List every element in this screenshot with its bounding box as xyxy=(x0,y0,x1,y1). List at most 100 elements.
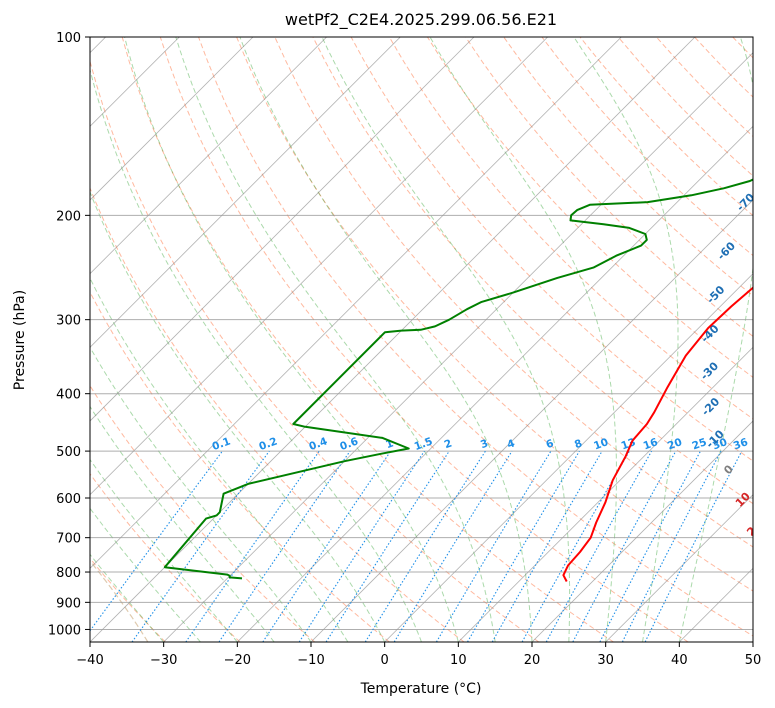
mixing-ratio-line xyxy=(298,450,425,642)
dry-adiabat xyxy=(90,384,316,642)
theta-label: 20 xyxy=(744,519,764,539)
mixing-ratio-label: 3 xyxy=(479,437,490,451)
mixing-ratio-label: 2 xyxy=(443,437,454,451)
moist-adiabat xyxy=(90,277,349,642)
x-tick-label: −30 xyxy=(150,653,177,668)
mixing-ratio-line xyxy=(644,450,743,642)
mixing-ratio-line xyxy=(621,450,722,642)
mixing-ratio-line xyxy=(325,450,450,642)
isotherm xyxy=(90,37,622,569)
theta-label: 30 xyxy=(755,548,775,568)
dry-adiabat xyxy=(198,37,753,637)
mixing-ratio-label: 16 xyxy=(642,436,660,452)
x-tick-label: −20 xyxy=(224,653,251,668)
y-axis-label: Pressure (hPa) xyxy=(12,290,28,390)
series-layer xyxy=(163,178,753,582)
mixing-ratio-line xyxy=(90,450,223,632)
dry-adiabat xyxy=(90,59,540,642)
moist-adiabat xyxy=(90,190,386,642)
theta-label: 40 xyxy=(771,576,775,596)
x-axis-label: Temperature (°C) xyxy=(360,681,482,697)
mixing-ratio-line xyxy=(572,450,677,642)
background-labels: 0.10.20.40.611.52346810131620253036-100-… xyxy=(211,144,775,596)
y-axis: 100 200 300 400 500 600 700 800 900 1000 xyxy=(48,31,90,638)
x-tick-label: 40 xyxy=(671,653,688,668)
y-tick-label: 800 xyxy=(56,566,81,581)
moist-adiabat xyxy=(573,37,679,642)
isotherm xyxy=(458,346,753,642)
mixing-ratio-line xyxy=(393,450,513,642)
y-tick-label: 900 xyxy=(56,596,81,611)
isotherm xyxy=(90,37,475,422)
x-tick-label: −10 xyxy=(297,653,324,668)
mixing-ratio-line xyxy=(131,450,270,642)
mixing-ratio-line xyxy=(599,450,701,642)
mixing-ratio-label: 6 xyxy=(544,437,555,451)
dry-adiabat xyxy=(90,557,166,642)
mixing-ratio-label: 0.6 xyxy=(338,435,360,453)
y-tick-label: 300 xyxy=(56,314,81,329)
x-tick-label: −40 xyxy=(76,653,103,668)
mixing-ratio-line xyxy=(521,450,630,642)
isotherm xyxy=(605,494,753,642)
y-tick-label: 500 xyxy=(56,445,81,460)
dry-adiabat xyxy=(90,291,390,642)
mixing-ratio-label: 36 xyxy=(732,436,750,452)
dry-adiabat xyxy=(236,37,753,592)
dry-adiabat xyxy=(121,37,614,642)
isotherm xyxy=(90,37,696,642)
moist-adiabat xyxy=(321,37,571,642)
x-axis: −40 −30 −20 −10 0 10 20 30 40 50 xyxy=(76,642,761,668)
series-line-1 xyxy=(163,178,753,580)
isotherm xyxy=(531,420,753,642)
x-tick-label: 20 xyxy=(524,653,541,668)
dry-adiabat xyxy=(90,472,241,642)
dry-adiabat xyxy=(771,37,775,642)
mixing-ratio-label: 1 xyxy=(384,437,395,451)
mixing-ratio-line xyxy=(185,450,320,642)
x-tick-label: 0 xyxy=(381,653,389,668)
moist-adiabat xyxy=(175,37,496,642)
y-tick-label: 1000 xyxy=(48,623,81,638)
isotherm xyxy=(237,125,753,642)
mixing-ratio-label: 30 xyxy=(711,436,729,452)
isotherm xyxy=(90,37,254,201)
mixing-ratio-label: 10 xyxy=(592,436,610,452)
y-tick-label: 200 xyxy=(56,209,81,224)
y-tick-label: 100 xyxy=(56,31,81,46)
moist-adiabat xyxy=(90,405,275,642)
y-tick-label: 400 xyxy=(56,388,81,403)
isotherm xyxy=(163,52,753,642)
isotherm xyxy=(90,37,327,275)
dry-adiabat xyxy=(274,37,753,548)
mixing-ratio-line xyxy=(262,450,392,642)
dry-adiabat xyxy=(350,37,753,462)
moist-adiabat xyxy=(90,458,238,642)
y-tick-label: 600 xyxy=(56,492,81,507)
mixing-ratio-line xyxy=(435,450,552,642)
moist-adiabat xyxy=(678,37,753,642)
dry-adiabat xyxy=(90,186,465,642)
mixing-ratio-label: 20 xyxy=(666,436,684,452)
moist-adiabat xyxy=(429,37,617,642)
mixing-ratio-line xyxy=(218,450,351,642)
mixing-ratio-line xyxy=(545,450,653,642)
y-tick-label: 700 xyxy=(56,532,81,547)
moist-adiabat xyxy=(90,67,422,642)
plot-area: 0.10.20.40.611.52346810131620253036-100-… xyxy=(90,37,775,642)
isotherm xyxy=(384,273,753,642)
mixing-ratio-label: 0.4 xyxy=(307,435,329,453)
x-tick-label: 10 xyxy=(450,653,467,668)
moist-adiabat xyxy=(124,37,459,642)
series-line-0 xyxy=(562,286,753,582)
dry-adiabat xyxy=(159,37,689,642)
mixing-ratio-label: 8 xyxy=(573,437,584,451)
theta-label: -80 xyxy=(759,144,775,167)
mixing-ratio-label: 25 xyxy=(691,436,709,452)
x-tick-label: 50 xyxy=(745,653,762,668)
plot-frame xyxy=(89,36,754,643)
mixing-ratio-line xyxy=(364,450,486,642)
mixing-ratio-label: 0.1 xyxy=(211,435,233,453)
theta-e-line xyxy=(90,559,149,642)
